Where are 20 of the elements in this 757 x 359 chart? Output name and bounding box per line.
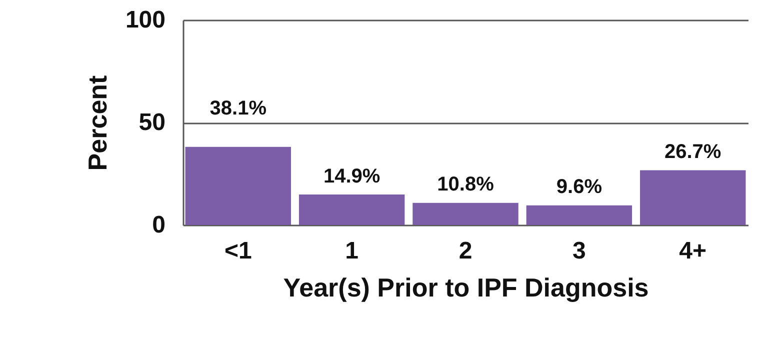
x-tick-label: 1 [345, 238, 358, 264]
x-tick-label: 2 [458, 238, 472, 264]
y-axis-title: Percent [82, 74, 112, 171]
data-label: 26.7% [664, 141, 722, 164]
data-label: 9.6% [556, 176, 602, 198]
x-axis-title: Year(s) Prior to IPF Diagnosis [283, 272, 649, 302]
bar [298, 194, 405, 225]
data-label: 10.8% [437, 174, 494, 196]
x-tick-label: 4+ [679, 238, 707, 264]
x-tick-label: <1 [224, 238, 252, 264]
y-tick-label: 50 [138, 109, 166, 136]
y-tick-label: 0 [152, 212, 166, 238]
y-tick-label: 100 [125, 6, 166, 34]
data-label: 14.9% [323, 165, 380, 188]
data-label: 38.1% [210, 97, 267, 120]
bar [640, 170, 746, 225]
bar [526, 205, 632, 225]
x-tick-label: 3 [572, 238, 586, 264]
bar [185, 146, 291, 225]
bar [412, 202, 518, 225]
